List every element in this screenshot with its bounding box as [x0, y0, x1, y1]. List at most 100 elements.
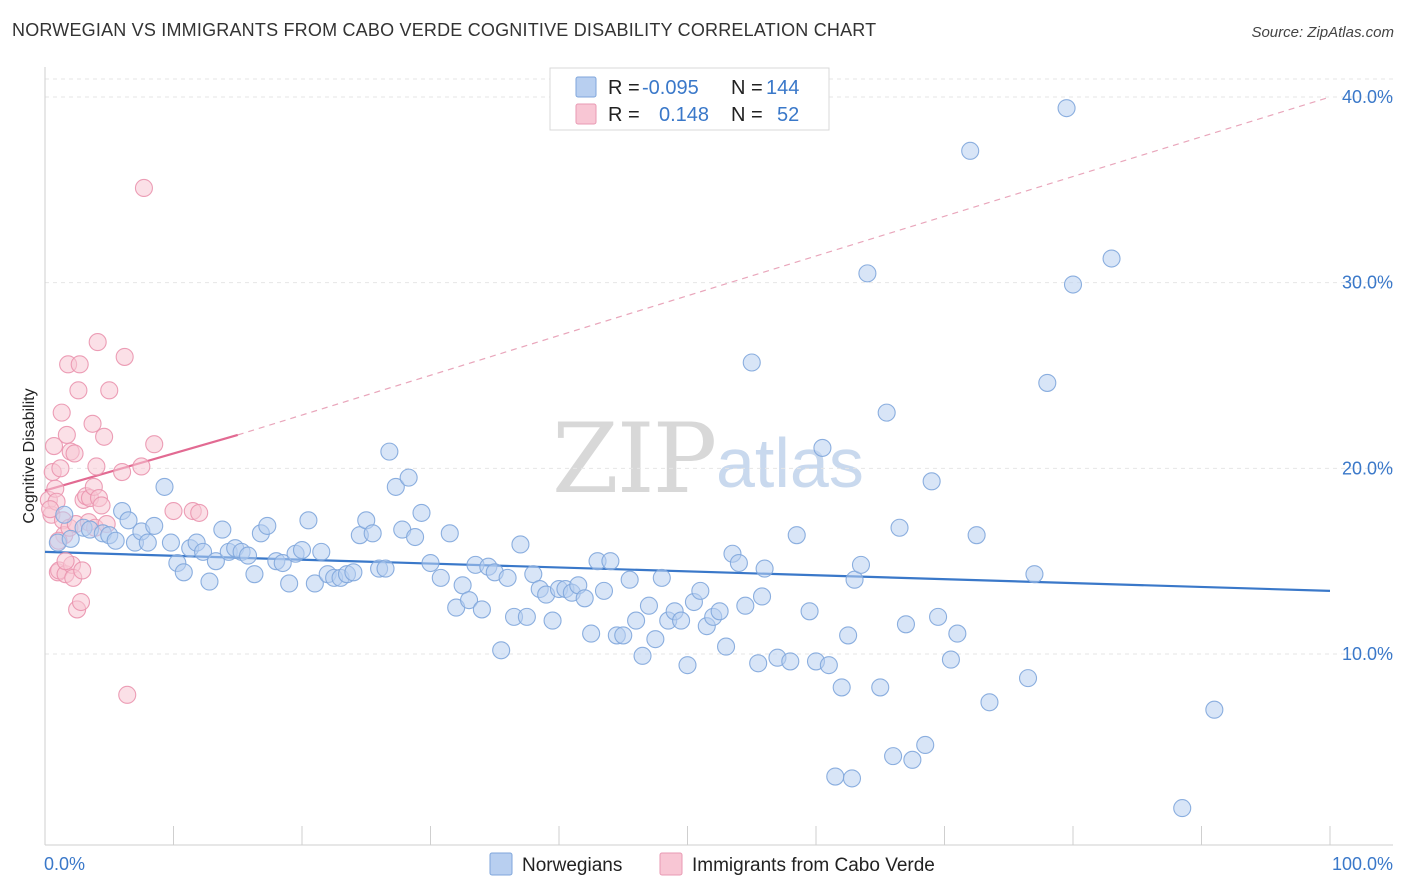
- correlation-legend: R = -0.095 N = 144 R = 0.148 N = 52: [549, 67, 830, 131]
- point-norwegian: [627, 611, 646, 630]
- y-tick-label: 10.0%: [1342, 644, 1393, 664]
- point-norwegian: [1063, 275, 1083, 294]
- point-norwegian: [781, 652, 800, 671]
- point-norwegian: [716, 637, 736, 656]
- point-norwegian: [412, 503, 431, 522]
- point-norwegian: [440, 524, 459, 543]
- legend-n-value-2: 52: [777, 104, 799, 126]
- point-cabo-verde: [65, 444, 84, 463]
- point-norwegian: [749, 654, 768, 673]
- point-norwegian: [1173, 799, 1192, 818]
- x-tick-label-min: 0.0%: [44, 854, 85, 874]
- point-norwegian: [646, 630, 665, 649]
- bottom-legend-swatch-cabo-verde: [659, 852, 683, 876]
- point-norwegian: [517, 607, 536, 626]
- point-norwegian: [871, 678, 890, 697]
- point-norwegian: [55, 505, 74, 524]
- point-cabo-verde: [56, 552, 75, 571]
- point-norwegian: [813, 438, 832, 457]
- series-legend: Norwegians Immigrants from Cabo Verde: [489, 852, 935, 876]
- point-norwegian: [380, 442, 399, 461]
- point-norwegian: [832, 678, 851, 697]
- bottom-legend-label-norwegians: Norwegians: [522, 855, 622, 876]
- point-cabo-verde: [69, 381, 88, 400]
- point-norwegian: [1025, 565, 1044, 584]
- point-norwegian: [273, 553, 292, 573]
- point-cabo-verde: [95, 427, 114, 446]
- point-norwegian: [299, 511, 318, 530]
- point-norwegian: [800, 602, 819, 621]
- chart-source: Source: ZipAtlas.com: [1251, 24, 1394, 41]
- point-norwegian: [575, 589, 594, 608]
- point-norwegian: [1057, 99, 1076, 118]
- legend-r-label-1: R =: [608, 77, 640, 99]
- point-norwegian: [213, 520, 232, 539]
- point-norwegian: [194, 542, 213, 561]
- point-cabo-verde: [51, 459, 70, 478]
- point-cabo-verde: [73, 561, 92, 580]
- points-cabo-verde: [39, 178, 209, 704]
- point-norwegian: [736, 596, 755, 615]
- point-norwegian: [691, 581, 710, 600]
- legend-n-label-1: N =: [731, 77, 763, 99]
- point-norwegian: [206, 552, 225, 571]
- point-norwegian: [710, 602, 729, 621]
- point-norwegian: [851, 555, 871, 574]
- point-norwegian: [459, 591, 479, 610]
- point-norwegian: [61, 529, 80, 548]
- axes: [44, 67, 1393, 846]
- point-norwegian: [819, 656, 838, 675]
- point-norwegian: [678, 656, 697, 675]
- trend-line-cabo-verde-extension: [237, 96, 1331, 436]
- point-norwegian: [161, 533, 180, 552]
- point-norwegian: [312, 542, 331, 561]
- point-cabo-verde: [88, 333, 107, 352]
- point-norwegian: [639, 596, 659, 615]
- trend-line-norwegians: [44, 550, 1331, 592]
- point-norwegian: [582, 624, 601, 643]
- point-norwegian: [174, 563, 193, 582]
- point-cabo-verde: [113, 462, 132, 482]
- point-norwegian: [903, 750, 922, 769]
- point-cabo-verde: [134, 178, 153, 198]
- point-norwegian: [916, 735, 935, 755]
- point-norwegian: [363, 524, 382, 543]
- point-norwegian: [305, 574, 324, 593]
- point-norwegian: [961, 141, 980, 160]
- point-norwegian: [890, 518, 909, 537]
- chart-title: NORWEGIAN VS IMMIGRANTS FROM CABO VERDE …: [12, 20, 877, 40]
- y-tick-label: 40.0%: [1342, 87, 1393, 107]
- point-cabo-verde: [132, 457, 151, 476]
- point-norwegian: [472, 600, 491, 619]
- legend-r-value-2: 0.148: [659, 104, 709, 126]
- point-norwegian: [941, 650, 960, 669]
- grid-lines: [45, 78, 1393, 655]
- y-tick-label: 30.0%: [1342, 273, 1393, 293]
- point-cabo-verde: [70, 355, 89, 374]
- point-norwegian: [948, 624, 967, 643]
- point-norwegian: [884, 747, 903, 766]
- point-norwegian: [652, 568, 671, 587]
- point-norwegian: [594, 581, 614, 600]
- point-norwegian: [106, 531, 125, 550]
- bottom-legend-label-cabo-verde: Immigrants from Cabo Verde: [692, 855, 935, 876]
- point-norwegian: [929, 607, 948, 626]
- point-norwegian: [280, 574, 299, 593]
- point-norwegian: [826, 767, 845, 786]
- point-norwegian: [787, 526, 806, 545]
- x-tick-label-max: 100.0%: [1332, 854, 1393, 874]
- point-norwegian: [1102, 249, 1121, 268]
- point-norwegian: [238, 546, 258, 565]
- point-norwegian: [672, 611, 691, 630]
- legend-swatch-cabo-verde: [575, 103, 597, 125]
- point-norwegian: [601, 552, 620, 571]
- y-tick-label: 20.0%: [1342, 458, 1393, 478]
- point-norwegian: [1038, 373, 1057, 392]
- y-axis-label: Cognitive Disability: [21, 388, 38, 523]
- point-norwegian: [620, 570, 639, 589]
- point-norwegian: [155, 477, 174, 496]
- point-norwegian: [896, 615, 916, 634]
- point-norwegian: [1018, 669, 1038, 688]
- point-norwegian: [431, 568, 450, 587]
